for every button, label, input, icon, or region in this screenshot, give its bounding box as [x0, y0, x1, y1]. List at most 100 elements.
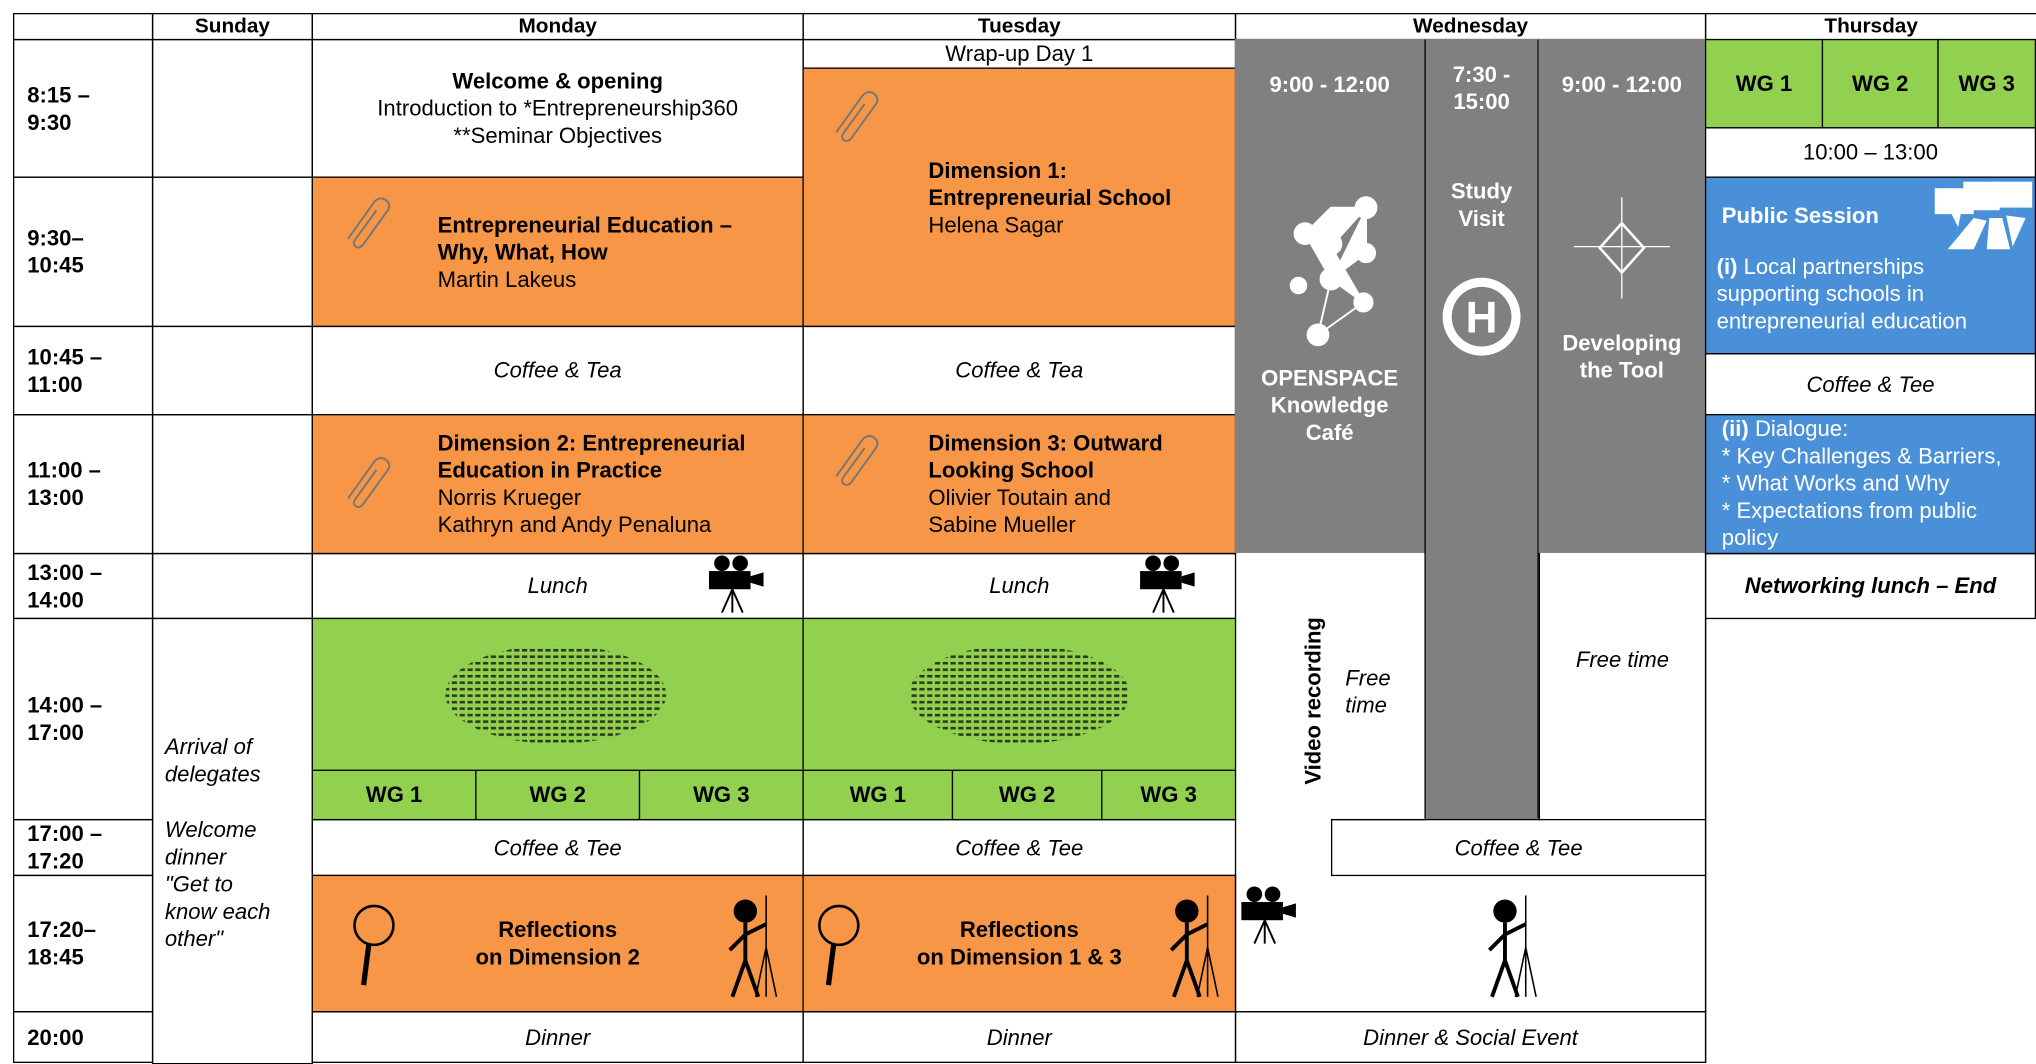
session-title: Welcome & opening: [452, 68, 663, 94]
dinner-title: Welcome dinner: [164, 817, 257, 870]
speaker: Olivier Toutain and: [928, 485, 1111, 511]
day-header: Monday: [311, 12, 804, 41]
free-time-cell: Free time: [1330, 553, 1426, 821]
time: 20:00: [27, 1024, 84, 1050]
time-cell: 8:15 –9:30: [12, 38, 154, 178]
break-cell: Coffee & Tee: [1704, 353, 2036, 416]
wg-cell: WG 1: [802, 769, 954, 821]
time: 10:45: [27, 253, 84, 278]
reflection: on Dimension 1 & 3: [916, 944, 1122, 970]
session-title: Study Visit: [1450, 179, 1513, 232]
lunch-cell: Lunch: [802, 552, 1237, 620]
study-visit-cell: 7:30 - 15:00 Study Visit: [1424, 38, 1539, 819]
video-label: Video recording: [1301, 617, 1326, 785]
wg-cell: WG 1: [1704, 38, 1824, 129]
header-blank: [12, 12, 154, 41]
item: (i) Local partnerships supporting school…: [1717, 253, 1977, 335]
session-cell: Dimension 3: Outward Looking School Olivi…: [802, 414, 1237, 555]
time-cell: 10:00 – 13:00: [1704, 127, 2036, 178]
session-cell: Dimension 2: Entrepreneurial Education i…: [311, 414, 804, 555]
time: 13:00 –: [27, 560, 103, 585]
speaker: Martin Lakeus: [437, 266, 577, 292]
session-title: Developing the Tool: [1562, 330, 1682, 383]
wg-cell: WG 2: [1821, 38, 1939, 129]
dialogue-cell: (ii) Dialogue: * Key Challenges & Barrier…: [1704, 414, 2036, 555]
time: 11:00 –: [27, 458, 101, 483]
time: 9:00 - 12:00: [1269, 72, 1390, 98]
empty-cell: [151, 325, 313, 416]
openspace-cell: 9:00 - 12:00 OPENSPACE Knowledge Café: [1234, 38, 1425, 553]
dinner-cell: Dinner & Social Event: [1234, 1011, 1707, 1063]
wg-cell: WG 3: [638, 769, 804, 821]
prefix: (i): [1716, 254, 1738, 280]
item-text: Dialogue:: [1754, 416, 1849, 442]
time: 11:00: [27, 371, 83, 397]
empty-cell: [151, 176, 313, 328]
break-cell: Coffee & Tea: [311, 325, 804, 416]
wordcloud-cell: [311, 617, 804, 771]
empty-cell: [1704, 617, 2036, 1063]
break-cell: Coffee & Tee: [311, 818, 804, 877]
wrapup-cell: Wrap-up Day 1: [802, 38, 1237, 69]
empty-cell: [151, 552, 313, 620]
speaker: Kathryn and Andy Penaluna: [437, 512, 712, 538]
empty-cell: [151, 414, 313, 555]
time-cell: 20:00: [12, 1011, 154, 1063]
welcome-cell: Welcome & opening Introduction to *Entrep…: [311, 38, 804, 178]
session-title: Dimension 3: Outward Looking School: [928, 430, 1163, 483]
day-header: Wednesday: [1234, 12, 1707, 41]
time-cell: 17:00 –17:20: [12, 818, 154, 877]
time: 17:20: [27, 848, 84, 874]
reflection: on Dimension 2: [475, 944, 640, 970]
break-cell: Coffee & Tee: [802, 818, 1237, 877]
day-header: Tuesday: [802, 12, 1237, 41]
line: Introduction to *Entrepreneurship360: [377, 96, 739, 121]
wg-cell: WG 2: [475, 769, 641, 821]
arrival: Arrival of delegates: [164, 734, 261, 787]
time: 17:00 –: [27, 821, 103, 847]
time-cell: 11:00 –13:00: [12, 414, 154, 555]
line: **Seminar Objectives: [453, 123, 662, 148]
day-header: Sunday: [151, 12, 313, 41]
session-title: Dimension 1: Entrepreneurial School: [928, 157, 1172, 210]
reflection-cell: Reflections on Dimension 1 & 3: [802, 874, 1237, 1013]
bullet: * Expectations from public policy: [1721, 498, 1978, 551]
wg-cell: WG 3: [1101, 769, 1237, 821]
speaker: Sabine Mueller: [928, 512, 1076, 538]
welcome-dinner: Welcome dinner "Get to know each other": [165, 816, 282, 952]
time: 14:00 –: [27, 693, 103, 718]
free-time-cell: Free time: [1538, 552, 1707, 821]
wg-cell: WG 2: [951, 769, 1103, 821]
speaker: Norris Krueger: [437, 485, 582, 511]
time: 9:00 - 12:00: [1561, 72, 1682, 98]
tool-cell: 9:00 - 12:00 Developing the Tool: [1538, 38, 1705, 553]
session-title: Public Session: [1721, 203, 1879, 229]
wg-cell: WG 3: [1937, 38, 2036, 129]
day-header: Thursday: [1704, 12, 2036, 41]
break-cell: Coffee & Tea: [802, 325, 1237, 416]
dinner-cell: Dinner: [311, 1011, 804, 1063]
time: 9:30–: [27, 225, 84, 251]
bullet: * Key Challenges & Barriers,: [1721, 443, 2002, 469]
session-title: Dimension 2: Entrepreneurial Education i…: [437, 430, 746, 483]
item-text: Local partnerships supporting schools in…: [1716, 254, 1967, 334]
session-title: OPENSPACE Knowledge Café: [1261, 366, 1399, 446]
time: 13:00: [27, 485, 84, 511]
time: 14:00: [27, 587, 84, 612]
wordcloud-cell: [802, 617, 1237, 771]
time-cell: 10:45 –11:00: [12, 325, 154, 416]
time: 9:30: [27, 109, 72, 135]
time: 18:45: [27, 944, 84, 970]
break-cell: Coffee & Tee: [1330, 818, 1707, 877]
time-cell: 9:30– 10:45: [12, 176, 154, 328]
reflection: Reflections: [498, 917, 618, 943]
session-cell: Dimension 1: Entrepreneurial School Helen…: [802, 67, 1237, 328]
reflection: Reflections: [959, 917, 1079, 943]
time-cell: 13:00 –14:00: [12, 552, 154, 620]
time-cell: 14:00 –17:00: [12, 617, 154, 821]
recording-cell: [1234, 874, 1707, 1013]
dinner-note: "Get to know each other": [164, 872, 271, 952]
speaker: Helena Sagar: [928, 212, 1064, 237]
